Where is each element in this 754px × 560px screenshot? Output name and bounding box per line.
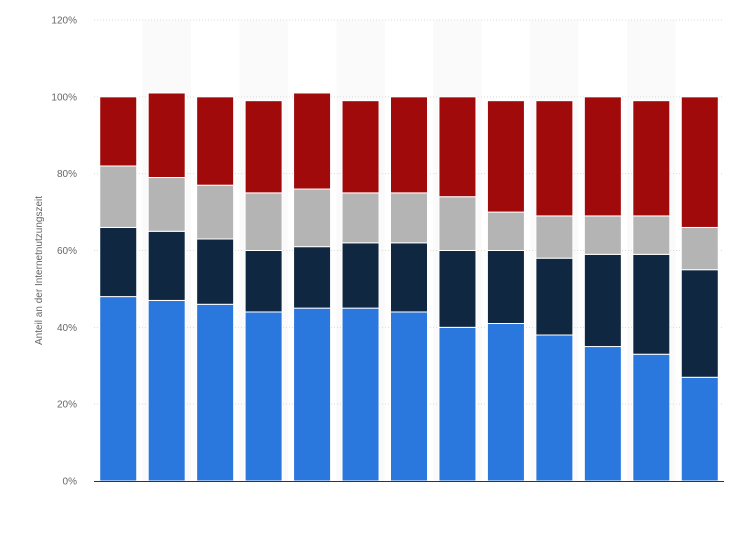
- bar-segment-series-2: [196, 238, 235, 305]
- bar-segment-series-2: [486, 250, 525, 324]
- bar-segment-series-1: [341, 307, 380, 482]
- bar-segment-series-2: [293, 246, 332, 309]
- bar-segment-series-1: [680, 376, 719, 482]
- bar-segment-series-2: [147, 230, 186, 301]
- bar-segment-series-3: [632, 215, 671, 255]
- bars: [99, 92, 719, 482]
- bar-segment-series-4: [341, 100, 380, 194]
- bar-segment-series-4: [390, 96, 428, 194]
- bar-segment-series-1: [583, 346, 622, 482]
- bar-segment-series-4: [583, 96, 622, 217]
- bar-segment-series-1: [244, 311, 283, 482]
- bar-segment-series-3: [390, 192, 428, 244]
- bar-segment-series-3: [535, 215, 574, 259]
- y-tick-label: 60%: [57, 246, 77, 257]
- bar-segment-series-1: [486, 322, 525, 482]
- bar-segment-series-4: [293, 92, 332, 190]
- bar-segment-series-3: [196, 184, 235, 240]
- bar-segment-series-3: [583, 215, 622, 255]
- bar-segment-series-4: [196, 96, 235, 186]
- bar-segment-series-1: [196, 303, 235, 482]
- bar-segment-series-3: [680, 226, 719, 271]
- bar-segment-series-3: [486, 211, 525, 251]
- bar-segment-series-4: [438, 96, 477, 198]
- y-axis-ticks: 0% 20% 40% 60% 80% 100% 120%: [51, 16, 77, 488]
- bar-segment-series-2: [244, 250, 283, 313]
- bar-segment-series-1: [147, 299, 186, 482]
- bar-segment-series-1: [632, 353, 671, 482]
- y-tick-label: 80%: [57, 169, 77, 180]
- bar-segment-series-4: [680, 96, 719, 228]
- bar-segment-series-4: [535, 100, 574, 217]
- bar-segment-series-4: [244, 100, 283, 194]
- y-tick-label: 0%: [63, 477, 78, 488]
- bar-segment-series-3: [99, 165, 138, 228]
- bar-segment-series-4: [486, 100, 525, 213]
- bar-segment-series-2: [390, 242, 428, 313]
- bar-segment-series-1: [293, 307, 332, 482]
- bar-segment-series-3: [244, 192, 283, 251]
- bar-segment-series-2: [680, 269, 719, 378]
- bar-segment-series-2: [341, 242, 380, 309]
- bar-segment-series-3: [147, 177, 186, 232]
- y-tick-label: 100%: [51, 92, 77, 103]
- y-tick-label: 120%: [51, 16, 77, 27]
- bar-segment-series-4: [99, 96, 138, 167]
- bar-segment-series-2: [438, 250, 477, 328]
- bar-segment-series-1: [438, 326, 477, 482]
- bar-segment-series-3: [438, 196, 477, 251]
- bar-segment-series-4: [147, 92, 186, 179]
- bar-segment-series-2: [535, 257, 574, 336]
- bar-segment-series-3: [293, 188, 332, 248]
- bar-segment-series-3: [341, 192, 380, 244]
- y-tick-label: 20%: [57, 400, 77, 411]
- y-tick-label: 40%: [57, 323, 77, 334]
- bar-segment-series-1: [99, 296, 138, 482]
- bar-segment-series-1: [390, 311, 428, 482]
- bar-segment-series-2: [99, 226, 138, 298]
- bar-segment-series-2: [583, 253, 622, 348]
- bar-segment-series-4: [632, 100, 671, 217]
- y-axis-title: Anteil an der Internetnutzungszeit: [34, 196, 45, 345]
- bar-segment-series-2: [632, 253, 671, 355]
- bar-segment-series-1: [535, 334, 574, 482]
